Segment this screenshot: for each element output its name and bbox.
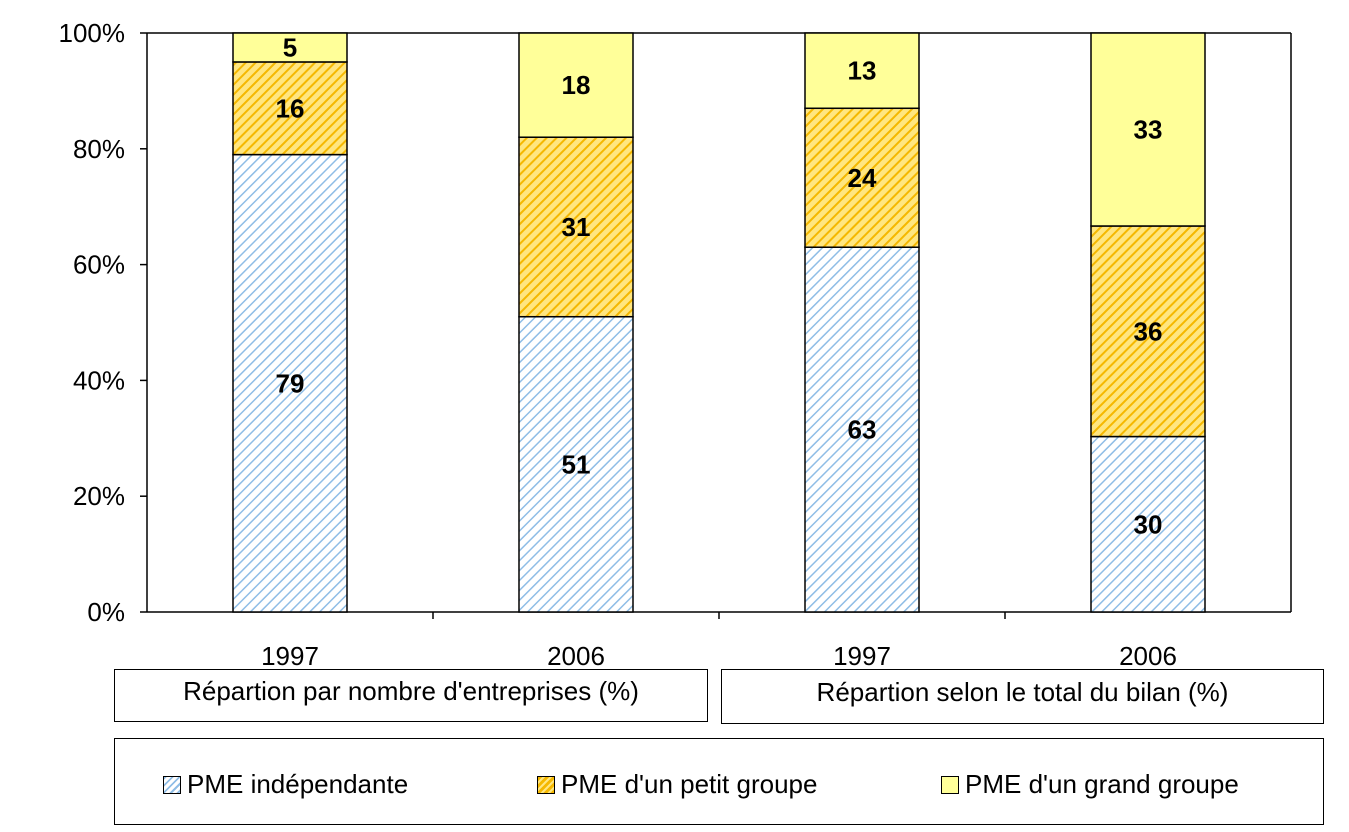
bar-petit-groupe (1090, 225, 1206, 438)
bar-independante (232, 153, 348, 613)
legend: PME indépendante PME d'un petit groupe P… (114, 738, 1324, 825)
legend-item-independante: PME indépendante (163, 769, 408, 800)
y-tick-label: 20% (73, 481, 125, 511)
x-tick-label: 1997 (833, 641, 891, 671)
y-tick-label: 60% (73, 250, 125, 280)
bar-independante (1090, 435, 1206, 613)
legend-swatch-grand-groupe (941, 775, 959, 794)
data-label: 13 (848, 56, 877, 86)
bar-grand-groupe (232, 32, 348, 63)
bar-grand-groupe (1090, 32, 1206, 227)
legend-swatch-petit-groupe (537, 775, 555, 794)
x-axis-labels: 1997 2006 1997 2006 (261, 641, 1177, 671)
bar-grand-groupe (518, 32, 634, 138)
group-label-count-text: Répartion par nombre d'entreprises (%) (183, 676, 639, 706)
bar-independante (804, 246, 920, 613)
legend-item-grand-groupe: PME d'un grand groupe (941, 769, 1239, 800)
data-label: 33 (1134, 115, 1163, 145)
chart-plot: 0% 20% 40% 60% 80% 100% 79 16 5 51 31 18 63 24 13 30 36… (59, 18, 1292, 671)
x-tick-label: 2006 (547, 641, 605, 671)
data-label: 51 (562, 449, 591, 479)
x-tick-label: 2006 (1119, 641, 1177, 671)
data-label: 24 (848, 163, 877, 193)
bar-petit-groupe (232, 61, 348, 156)
data-label: 63 (848, 415, 877, 445)
data-label: 79 (276, 368, 305, 398)
bars: 79 16 5 51 31 18 63 24 13 30 36 33 (232, 32, 1206, 613)
data-label: 5 (283, 32, 297, 62)
group-label-count: Répartion par nombre d'entreprises (%) (114, 669, 708, 722)
x-tick-label: 1997 (261, 641, 319, 671)
legend-label-petit-groupe: PME d'un petit groupe (561, 769, 818, 799)
y-tick-label: 100% (59, 18, 126, 48)
data-label: 30 (1134, 509, 1163, 539)
y-tick-label: 80% (73, 134, 125, 164)
legend-swatch-independante (163, 775, 181, 794)
legend-label-grand-groupe: PME d'un grand groupe (965, 769, 1239, 799)
group-label-balance: Répartion selon le total du bilan (%) (721, 669, 1324, 724)
y-axis-ticks: 0% 20% 40% 60% 80% 100% (59, 18, 1006, 627)
data-label: 16 (276, 93, 305, 123)
bar-petit-groupe (804, 107, 920, 248)
y-tick-label: 0% (87, 597, 125, 627)
legend-item-petit-groupe: PME d'un petit groupe (537, 769, 817, 800)
y-tick-label: 40% (73, 365, 125, 395)
data-label: 36 (1134, 316, 1163, 346)
legend-label-independante: PME indépendante (187, 769, 409, 799)
data-label: 18 (562, 70, 591, 100)
bar-grand-groupe (804, 32, 920, 110)
data-label: 31 (562, 212, 591, 242)
bar-petit-groupe (518, 136, 634, 318)
bar-independante (518, 315, 634, 613)
group-label-balance-text: Répartion selon le total du bilan (%) (816, 677, 1229, 707)
